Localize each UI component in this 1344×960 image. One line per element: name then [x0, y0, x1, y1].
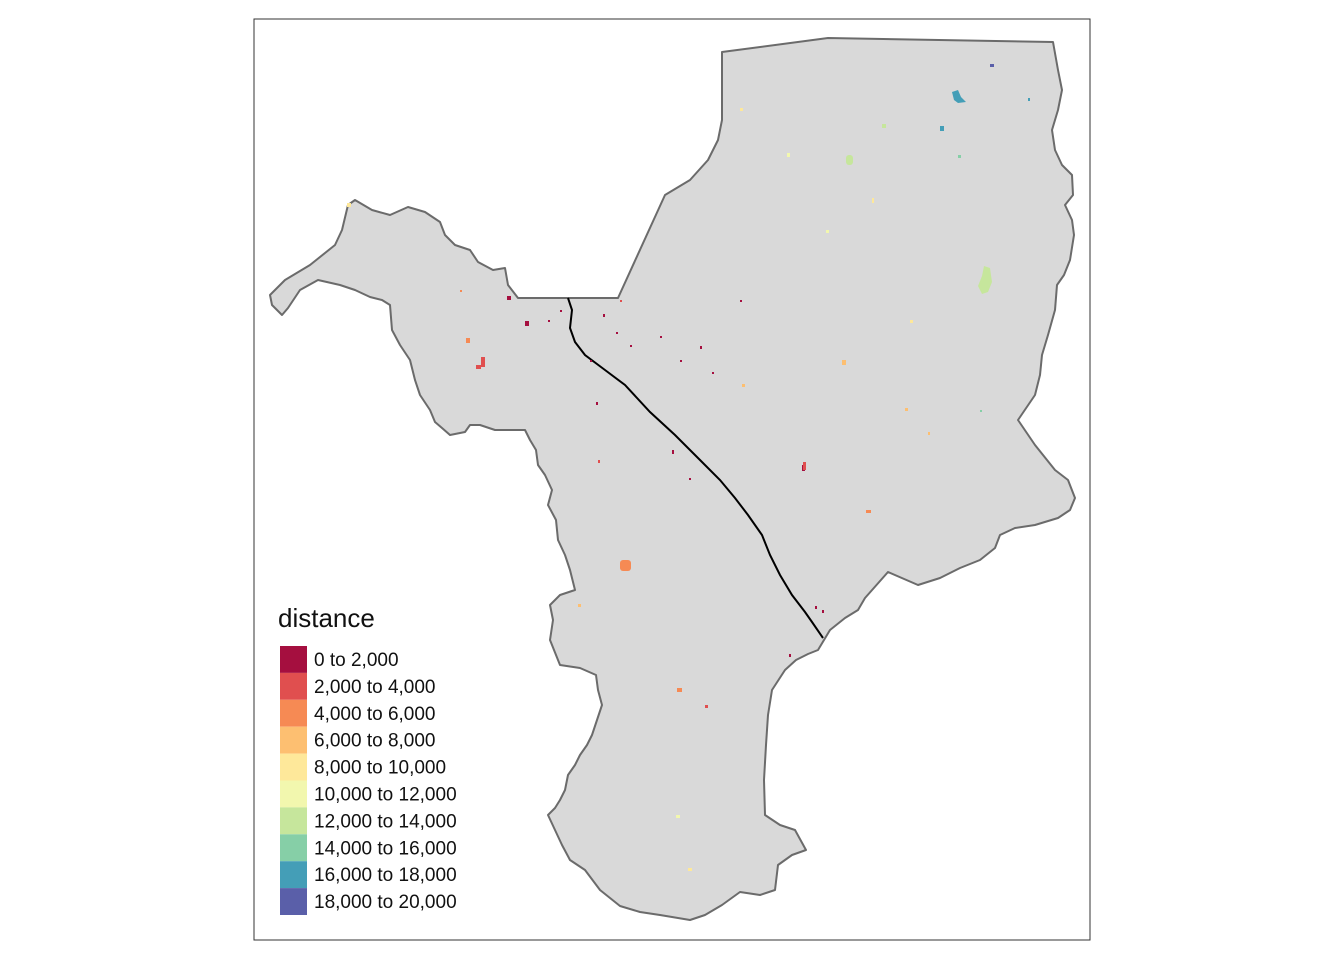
legend-swatch — [280, 807, 307, 835]
legend-swatch — [280, 861, 307, 889]
distance-raster-cells — [347, 64, 1030, 871]
legend-label: 18,000 to 20,000 — [314, 892, 457, 913]
legend-label: 4,000 to 6,000 — [314, 704, 436, 725]
legend-title: distance — [278, 603, 375, 633]
legend-swatch — [280, 888, 307, 915]
legend-swatch — [280, 646, 307, 673]
legend-label: 6,000 to 8,000 — [314, 731, 436, 752]
legend-label: 14,000 to 16,000 — [314, 838, 457, 859]
legend-swatch — [280, 780, 307, 808]
legend-swatch — [280, 726, 307, 754]
legend-label: 16,000 to 18,000 — [314, 865, 457, 886]
legend-label: 10,000 to 12,000 — [314, 785, 457, 806]
legend-swatch — [280, 699, 307, 727]
legend-label: 0 to 2,000 — [314, 650, 399, 671]
legend-swatch — [280, 753, 307, 781]
legend-label: 2,000 to 4,000 — [314, 677, 436, 698]
legend: distance 0 to 2,000 2,000 to 4,000 4,000 t… — [278, 603, 457, 915]
legend-swatch — [280, 834, 307, 862]
legend-swatch — [280, 672, 307, 700]
legend-label: 12,000 to 14,000 — [314, 811, 457, 832]
road-line — [567, 297, 824, 639]
region-polygon — [269, 37, 1076, 921]
legend-label: 8,000 to 10,000 — [314, 758, 446, 779]
